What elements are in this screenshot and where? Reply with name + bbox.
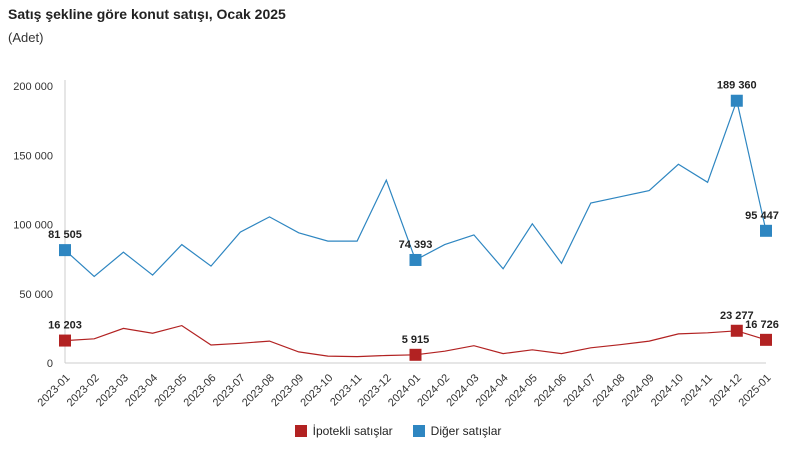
- data-point-marker-ipotekli: [409, 348, 422, 361]
- x-tick-label: 2024-10: [649, 372, 686, 409]
- y-tick-label: 150 000: [13, 150, 53, 162]
- data-point-marker-ipotekli: [760, 333, 772, 346]
- x-tick-label: 2025-01: [737, 372, 774, 409]
- legend-swatch-diger: [412, 425, 425, 437]
- data-point-marker-ipotekli: [730, 324, 743, 337]
- y-tick-label: 200 000: [13, 81, 53, 93]
- legend-label-ipotekli: İpotekli satışlar: [312, 424, 393, 438]
- data-point-marker-diger: [59, 244, 71, 257]
- data-label: 189 360: [717, 80, 757, 92]
- data-label: 16 726: [745, 319, 779, 331]
- y-tick-label: 0: [47, 358, 53, 370]
- legend-item-diger[interactable]: Diğer satışlar: [412, 424, 502, 438]
- data-point-marker-diger: [409, 253, 422, 266]
- chart-subtitle: (Adet): [8, 30, 44, 45]
- legend-item-ipotekli[interactable]: İpotekli satışlar: [294, 424, 393, 438]
- data-label: 81 505: [48, 229, 82, 241]
- x-tick-label: 2023-10: [298, 372, 335, 409]
- data-label: 74 393: [399, 239, 433, 251]
- data-point-marker-ipotekli: [59, 334, 71, 347]
- data-label: 16 203: [48, 320, 82, 332]
- legend-swatch-ipotekli: [294, 425, 307, 437]
- data-label: 23 277: [720, 310, 754, 322]
- legend-label-diger: Diğer satışlar: [430, 424, 502, 438]
- data-point-marker-diger: [760, 224, 772, 237]
- chart-legend: İpotekli satışlar Diğer satışlar: [0, 424, 796, 438]
- data-point-marker-diger: [730, 94, 743, 107]
- chart-title: Satış şekline göre konut satışı, Ocak 20…: [8, 6, 286, 22]
- y-tick-label: 100 000: [13, 220, 53, 232]
- data-label: 95 447: [745, 210, 779, 222]
- y-tick-label: 50 000: [19, 289, 53, 301]
- data-label: 5 915: [402, 334, 430, 346]
